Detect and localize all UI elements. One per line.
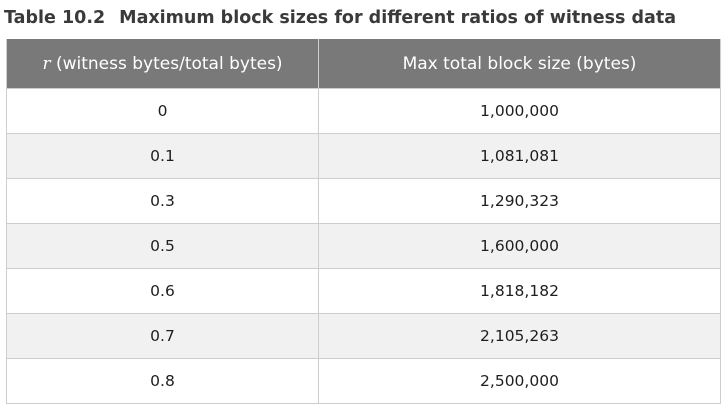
table-row: 0 1,000,000 <box>6 88 721 134</box>
max-size-cell: 1,600,000 <box>318 223 721 269</box>
max-size-cell: 1,818,182 <box>318 268 721 314</box>
table-number: Table 10.2 <box>4 8 106 28</box>
header-row: r (witness bytes/total bytes) Max total … <box>6 39 721 89</box>
table-caption: Table 10.2 Maximum block sizes for differ… <box>4 4 676 32</box>
ratio-cell: 0.1 <box>6 133 319 179</box>
table-row: 0.7 2,105,263 <box>6 313 721 359</box>
ratio-cell: 0 <box>6 88 319 134</box>
max-size-cell: 2,500,000 <box>318 358 721 404</box>
max-size-cell: 2,105,263 <box>318 313 721 359</box>
block-size-table: r (witness bytes/total bytes) Max total … <box>6 39 721 404</box>
header-ratio-variable: r <box>42 53 51 74</box>
max-size-cell: 1,290,323 <box>318 178 721 224</box>
ratio-cell: 0.6 <box>6 268 319 314</box>
header-max-size: Max total block size (bytes) <box>318 39 721 89</box>
header-ratio: r (witness bytes/total bytes) <box>6 39 319 89</box>
table-row: 0.3 1,290,323 <box>6 178 721 224</box>
ratio-cell: 0.5 <box>6 223 319 269</box>
ratio-cell: 0.8 <box>6 358 319 404</box>
max-size-cell: 1,000,000 <box>318 88 721 134</box>
table-row: 0.6 1,818,182 <box>6 268 721 314</box>
ratio-cell: 0.3 <box>6 178 319 224</box>
header-ratio-label: (witness bytes/total bytes) <box>50 53 283 74</box>
table-row: 0.8 2,500,000 <box>6 358 721 404</box>
table-row: 0.1 1,081,081 <box>6 133 721 179</box>
table-row: 0.5 1,600,000 <box>6 223 721 269</box>
ratio-cell: 0.7 <box>6 313 319 359</box>
max-size-cell: 1,081,081 <box>318 133 721 179</box>
table-title: Maximum block sizes for different ratios… <box>119 8 677 28</box>
